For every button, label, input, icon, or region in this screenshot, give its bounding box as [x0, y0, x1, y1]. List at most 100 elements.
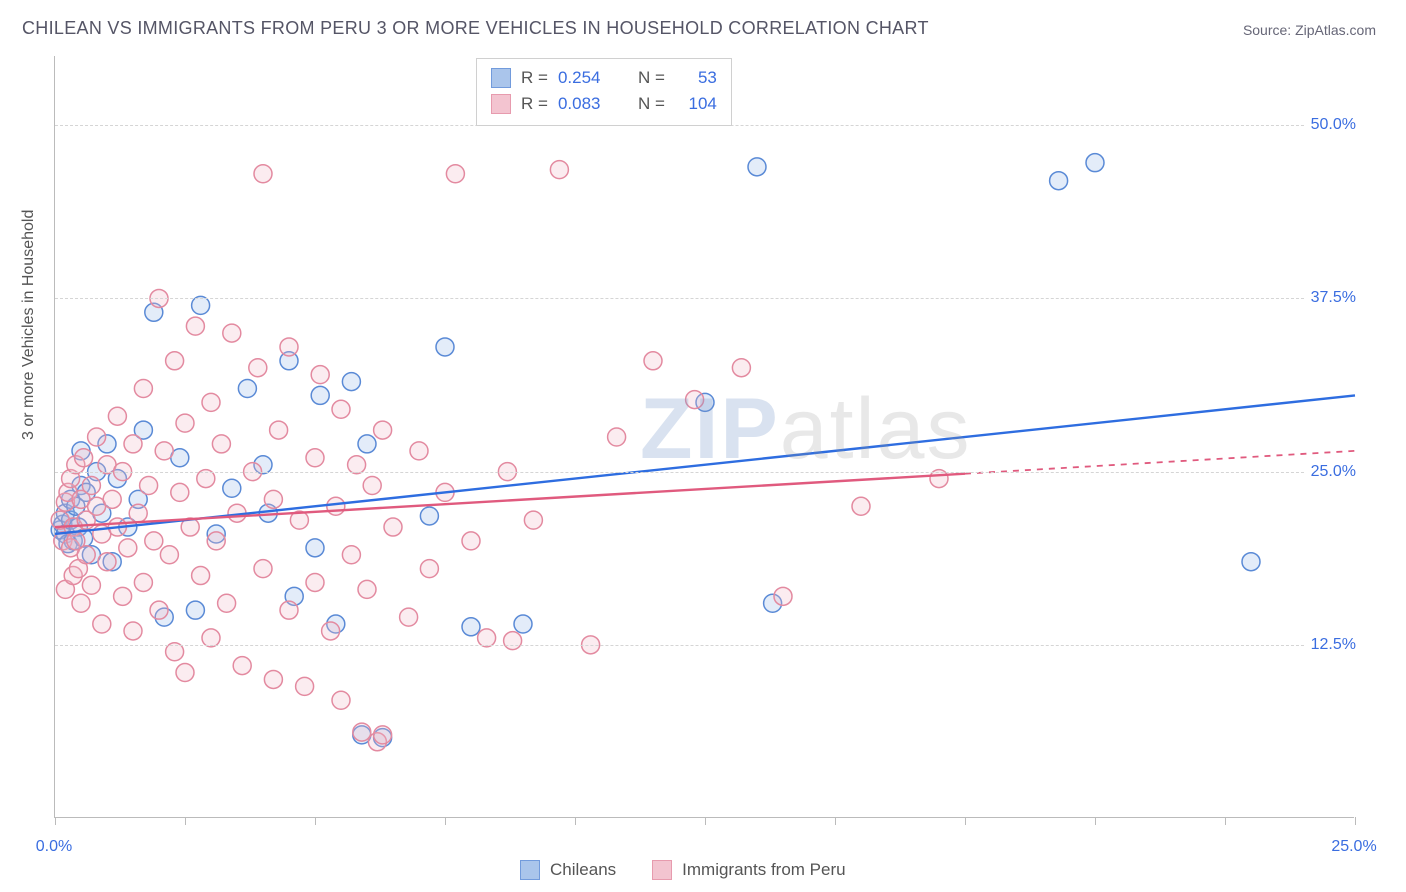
- n-label: N =: [638, 91, 665, 117]
- scatter-point: [332, 400, 350, 418]
- series-swatch-icon: [520, 860, 540, 880]
- scatter-point: [140, 476, 158, 494]
- x-tick: [185, 817, 186, 825]
- scatter-point: [374, 726, 392, 744]
- scatter-point: [218, 594, 236, 612]
- scatter-point: [98, 553, 116, 571]
- scatter-point: [1050, 172, 1068, 190]
- scatter-point: [327, 497, 345, 515]
- trend-line-dashed: [965, 451, 1355, 474]
- scatter-point: [363, 476, 381, 494]
- scatter-point: [134, 573, 152, 591]
- r-label: R =: [521, 65, 548, 91]
- series-swatch-icon: [491, 94, 511, 114]
- scatter-point: [264, 490, 282, 508]
- gridline-h: [55, 472, 1354, 473]
- scatter-point: [166, 352, 184, 370]
- scatter-point: [108, 407, 126, 425]
- scatter-point: [176, 414, 194, 432]
- scatter-point: [774, 587, 792, 605]
- scatter-point: [514, 615, 532, 633]
- trend-line: [55, 474, 965, 527]
- scatter-point: [207, 532, 225, 550]
- scatter-point: [212, 435, 230, 453]
- y-tick-label: 12.5%: [1305, 636, 1356, 654]
- scatter-point: [145, 532, 163, 550]
- scatter-point: [103, 490, 121, 508]
- x-tick: [575, 817, 576, 825]
- r-value: 0.254: [558, 65, 628, 91]
- correlation-row: R = 0.254 N = 53: [491, 65, 717, 91]
- source-name: ZipAtlas.com: [1295, 22, 1376, 38]
- scatter-point: [233, 657, 251, 675]
- scatter-point: [254, 165, 272, 183]
- series-legend: Chileans Immigrants from Peru: [520, 860, 846, 880]
- scatter-point: [249, 359, 267, 377]
- chart-title: CHILEAN VS IMMIGRANTS FROM PERU 3 OR MOR…: [22, 18, 929, 39]
- scatter-point: [358, 435, 376, 453]
- scatter-point: [644, 352, 662, 370]
- scatter-point: [134, 380, 152, 398]
- plot-area: 12.5%25.0%37.5%50.0%: [54, 56, 1354, 818]
- scatter-point: [280, 601, 298, 619]
- x-tick: [315, 817, 316, 825]
- n-label: N =: [638, 65, 665, 91]
- correlation-legend: R = 0.254 N = 53 R = 0.083 N = 104: [476, 58, 732, 126]
- scatter-point: [504, 632, 522, 650]
- legend-item: Chileans: [520, 860, 616, 880]
- legend-item: Immigrants from Peru: [652, 860, 845, 880]
- scatter-point: [462, 532, 480, 550]
- scatter-point: [322, 622, 340, 640]
- scatter-point: [353, 723, 371, 741]
- x-tick: [1095, 817, 1096, 825]
- n-value: 104: [675, 91, 717, 117]
- scatter-point: [192, 567, 210, 585]
- x-tick: [705, 817, 706, 825]
- scatter-point: [306, 449, 324, 467]
- x-tick: [835, 817, 836, 825]
- scatter-point: [732, 359, 750, 377]
- scatter-point: [332, 691, 350, 709]
- scatter-point: [160, 546, 178, 564]
- scatter-point: [342, 546, 360, 564]
- scatter-point: [420, 507, 438, 525]
- x-tick: [445, 817, 446, 825]
- scatter-point: [524, 511, 542, 529]
- scatter-point: [119, 539, 137, 557]
- scatter-point: [223, 479, 241, 497]
- x-tick-label: 25.0%: [1331, 838, 1376, 856]
- series-swatch-icon: [491, 68, 511, 88]
- scatter-point: [384, 518, 402, 536]
- scatter-point: [446, 165, 464, 183]
- r-value: 0.083: [558, 91, 628, 117]
- legend-label: Chileans: [550, 860, 616, 880]
- scatter-point: [280, 338, 298, 356]
- scatter-point: [82, 576, 100, 594]
- scatter-point: [436, 338, 454, 356]
- y-tick-label: 50.0%: [1305, 116, 1356, 134]
- scatter-point: [150, 601, 168, 619]
- scatter-point: [82, 476, 100, 494]
- scatter-point: [608, 428, 626, 446]
- scatter-point: [686, 391, 704, 409]
- scatter-point: [77, 546, 95, 564]
- scatter-point: [1086, 154, 1104, 172]
- y-tick-label: 37.5%: [1305, 289, 1356, 307]
- n-value: 53: [675, 65, 717, 91]
- scatter-point: [462, 618, 480, 636]
- scatter-point: [852, 497, 870, 515]
- scatter-point: [400, 608, 418, 626]
- scatter-point: [264, 670, 282, 688]
- gridline-h: [55, 298, 1354, 299]
- scatter-point: [270, 421, 288, 439]
- legend-label: Immigrants from Peru: [682, 860, 845, 880]
- scatter-point: [306, 539, 324, 557]
- scatter-point: [1242, 553, 1260, 571]
- scatter-point: [155, 442, 173, 460]
- r-label: R =: [521, 91, 548, 117]
- scatter-point: [296, 677, 314, 695]
- scatter-point: [202, 393, 220, 411]
- gridline-h: [55, 645, 1354, 646]
- correlation-row: R = 0.083 N = 104: [491, 91, 717, 117]
- x-tick: [55, 817, 56, 825]
